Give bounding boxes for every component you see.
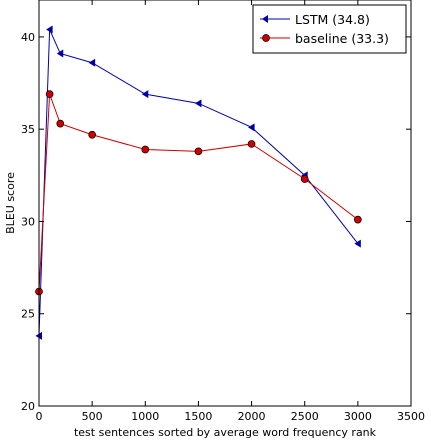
legend-label-baseline: baseline (33.3) xyxy=(295,31,389,46)
x-axis: 0 500 1000 1500 2000 2500 3000 3500 xyxy=(36,0,425,423)
x-tick-label: 2000 xyxy=(238,410,266,423)
legend: LSTM (34.8) baseline (33.3) xyxy=(252,4,407,54)
y-tick-label: 30 xyxy=(21,215,35,228)
lstm-data-point xyxy=(141,90,149,99)
baseline-data-point xyxy=(354,215,362,224)
x-tick-label: 0 xyxy=(36,410,43,423)
x-tick-label: 3000 xyxy=(344,410,372,423)
baseline-data-point xyxy=(88,130,96,139)
baseline-data-point xyxy=(45,90,54,98)
lstm-data-point xyxy=(88,58,96,67)
baseline-data-point xyxy=(194,147,203,156)
x-tick-label: 500 xyxy=(82,410,103,423)
y-tick-label: 20 xyxy=(21,400,35,413)
x-axis-title: test sentences sorted by average word fr… xyxy=(74,426,377,439)
legend-marker-lstm xyxy=(262,15,268,23)
legend-marker-baseline xyxy=(262,34,270,42)
baseline-data-point xyxy=(141,145,150,154)
y-tick-label: 25 xyxy=(21,308,35,321)
baseline-data-point xyxy=(56,119,65,128)
lstm-data-point xyxy=(194,99,202,108)
y-axis-title: BLEU score xyxy=(4,172,17,234)
baseline-data-point xyxy=(247,140,256,148)
legend-box xyxy=(252,4,407,54)
x-tick-label: 3500 xyxy=(397,410,425,423)
baseline-series-line xyxy=(38,93,359,292)
baseline-data-point xyxy=(300,175,309,183)
lstm-data-point xyxy=(248,123,255,132)
x-tick-label: 1000 xyxy=(131,410,159,423)
y-tick-label: 40 xyxy=(21,31,35,44)
x-tick-label: 2500 xyxy=(291,410,319,423)
lstm-data-point xyxy=(354,239,361,248)
plot-area xyxy=(35,25,362,340)
x-tick-label: 1500 xyxy=(184,410,212,423)
y-tick-label: 35 xyxy=(21,123,35,136)
y-axis: 20 25 30 35 40 xyxy=(21,31,411,413)
plot-frame xyxy=(38,0,412,407)
lstm-data-point xyxy=(56,49,64,58)
legend-label-lstm: LSTM (34.8) xyxy=(295,12,370,27)
lstm-data-point xyxy=(46,25,53,34)
